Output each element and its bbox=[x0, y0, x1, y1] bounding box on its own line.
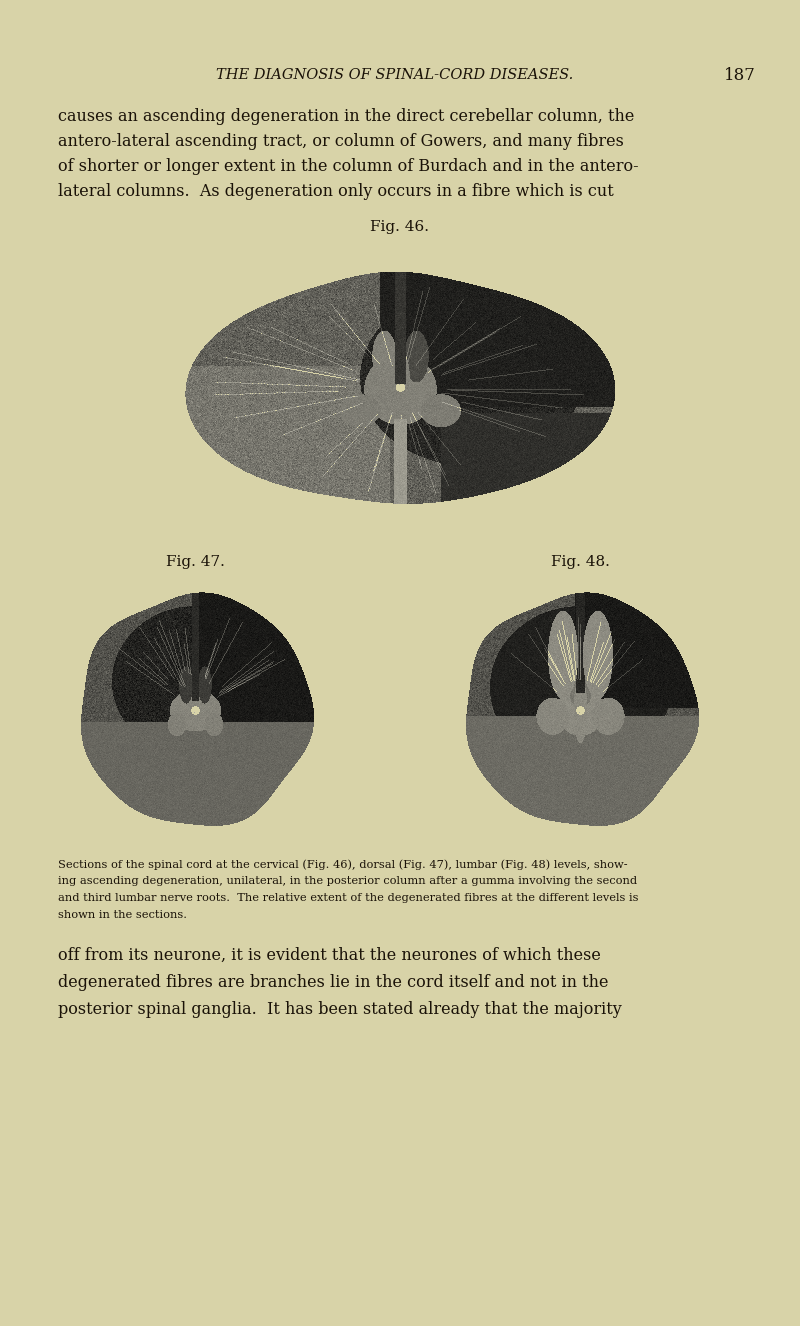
Text: and third lumbar nerve roots.  The relative extent of the degenerated fibres at : and third lumbar nerve roots. The relati… bbox=[58, 892, 638, 903]
Text: of shorter or longer extent in the column of Burdach and in the antero-: of shorter or longer extent in the colum… bbox=[58, 158, 638, 175]
Text: lateral columns.  As degeneration only occurs in a fibre which is cut: lateral columns. As degeneration only oc… bbox=[58, 183, 614, 200]
Text: Sections of the spinal cord at the cervical (Fig. 46), dorsal (Fig. 47), lumbar : Sections of the spinal cord at the cervi… bbox=[58, 859, 628, 870]
Text: shown in the sections.: shown in the sections. bbox=[58, 910, 187, 920]
Text: Fig. 47.: Fig. 47. bbox=[166, 556, 225, 569]
Text: causes an ascending degeneration in the direct cerebellar column, the: causes an ascending degeneration in the … bbox=[58, 107, 634, 125]
Text: degenerated fibres are branches lie in the cord itself and not in the: degenerated fibres are branches lie in t… bbox=[58, 975, 609, 991]
Text: Fig. 46.: Fig. 46. bbox=[370, 220, 430, 233]
Text: antero-lateral ascending tract, or column of Gowers, and many fibres: antero-lateral ascending tract, or colum… bbox=[58, 133, 624, 150]
Text: 187: 187 bbox=[724, 66, 756, 84]
Text: THE DIAGNOSIS OF SPINAL-CORD DISEASES.: THE DIAGNOSIS OF SPINAL-CORD DISEASES. bbox=[216, 68, 574, 82]
Text: ing ascending degeneration, unilateral, in the posterior column after a gumma in: ing ascending degeneration, unilateral, … bbox=[58, 876, 637, 886]
Text: Fig. 48.: Fig. 48. bbox=[550, 556, 610, 569]
Text: off from its neurone, it is evident that the neurones of which these: off from its neurone, it is evident that… bbox=[58, 947, 601, 964]
Text: posterior spinal ganglia.  It has been stated already that the majority: posterior spinal ganglia. It has been st… bbox=[58, 1001, 622, 1018]
